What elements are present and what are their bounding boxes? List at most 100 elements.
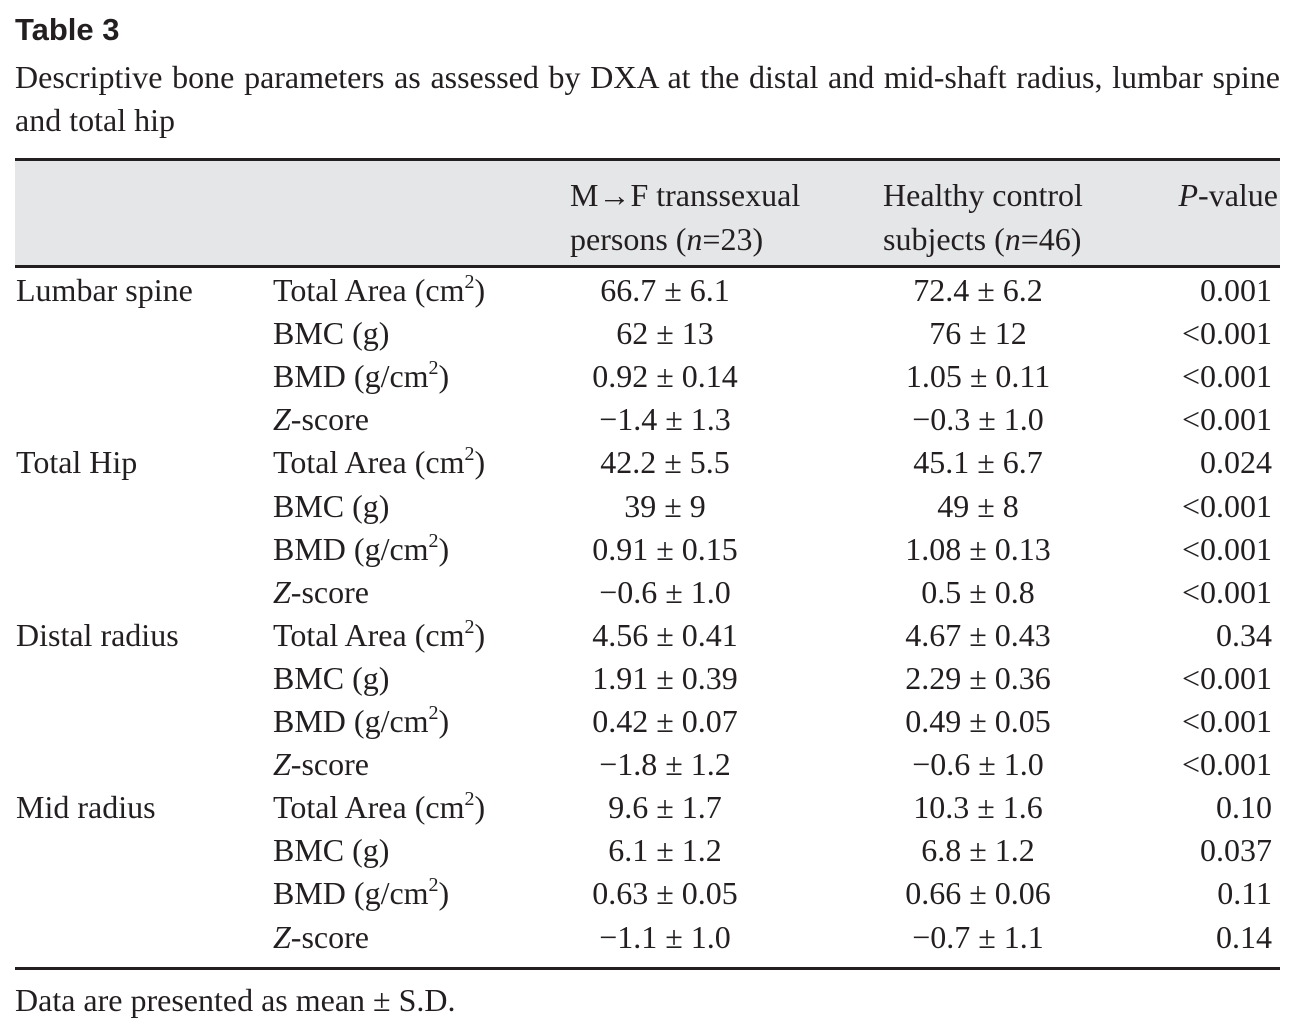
parameter-label: Total Area (cm2) [273,269,485,312]
parameter-label: Total Area (cm2) [273,614,485,657]
param-sup: 2 [464,271,475,293]
header-mf-transsexual: M→F transsexual persons (n=23) [570,173,800,261]
p-value: <0.001 [1181,401,1272,438]
parameter-label: Z-score [273,916,369,959]
control-value: 6.8 ± 1.2 [921,832,1035,869]
table-row: BMC (g) 62 ± 13 76 ± 12 <0.001 [15,312,1280,355]
table-row: Z-score −1.8 ± 1.2 −0.6 ± 1.0 <0.001 [15,743,1280,786]
header-healthy-control: Healthy control subjects (n=46) [883,173,1083,261]
table-row: BMD (g/cm2) 0.63 ± 0.05 0.66 ± 0.06 0.11 [15,872,1280,915]
param-sup: 2 [428,529,439,552]
mf-value: 4.56 ± 0.41 [592,616,738,653]
header-text: -value [1198,177,1278,213]
table-footnote: Data are presented as mean ± S.D. [15,982,456,1018]
p-value: <0.001 [1181,358,1272,395]
header-p-value: P-value [1179,173,1279,217]
group-label: Mid radius [16,789,156,826]
parameter-label: BMD (g/cm2) [273,528,449,571]
mf-value: 39 ± 9 [624,487,706,524]
param-main: BMD (g/cm [273,530,429,567]
table-row: BMC (g) 39 ± 9 49 ± 8 <0.001 [15,485,1280,528]
mf-value: −1.8 ± 1.2 [599,746,731,783]
p-value: 0.037 [1200,832,1272,869]
parameter-label: BMD (g/cm2) [273,700,449,743]
parameter-label: BMD (g/cm2) [273,872,449,915]
mf-value: 62 ± 13 [616,315,714,352]
header-line: M→F transsexual [570,177,801,213]
param-tail: ) [438,703,450,739]
p-value: 0.11 [1217,875,1272,912]
p-value: <0.001 [1181,659,1272,696]
header-p: P [1178,177,1199,213]
param-main: BMD (g/cm [273,875,429,912]
parameter-label: Z-score [273,743,369,786]
control-value: 0.5 ± 0.8 [921,573,1035,610]
p-value: 0.14 [1216,918,1272,955]
param-main: -score [290,573,369,610]
table-row: Total Hip Total Area (cm2) 42.2 ± 5.5 45.1 … [15,441,1280,484]
table-caption: Descriptive bone parameters as assessed … [15,59,1280,138]
control-value: 72.4 ± 6.2 [913,272,1043,308]
p-value: <0.001 [1181,487,1272,524]
param-main: -score [290,918,369,955]
bottom-rule [15,967,1280,970]
param-sup: 2 [428,874,439,897]
parameter-label: BMC (g) [273,485,389,528]
table-row: BMC (g) 1.91 ± 0.39 2.29 ± 0.36 <0.001 [15,657,1280,700]
param-italic: Z [273,918,291,955]
mf-value: 42.2 ± 5.5 [600,444,730,481]
param-main: Total Area (cm [273,789,465,826]
top-rule [15,158,1280,161]
control-value: 2.29 ± 0.36 [905,659,1051,696]
table-row: BMD (g/cm2) 0.42 ± 0.07 0.49 ± 0.05 <0.001 [15,700,1280,743]
param-sup: 2 [428,357,439,380]
control-value: −0.3 ± 1.0 [912,401,1044,438]
control-value: −0.6 ± 1.0 [912,746,1044,783]
p-value: <0.001 [1181,703,1272,739]
control-value: 49 ± 8 [937,487,1019,524]
table-row: Distal radius Total Area (cm2) 4.56 ± 0.41… [15,614,1280,657]
param-main: BMC (g) [273,315,390,352]
control-value: 1.08 ± 0.13 [905,530,1051,567]
parameter-label: Z-score [273,398,369,441]
table-row: Z-score −1.1 ± 1.0 −0.7 ± 1.1 0.14 [15,916,1280,959]
param-sup: 2 [464,443,475,466]
parameter-label: Total Area (cm2) [273,441,485,484]
parameter-label: BMC (g) [273,312,389,355]
param-main: BMC (g) [273,832,390,869]
param-tail: ) [474,444,486,481]
header-text: =23) [702,221,764,257]
header-rule [15,265,1280,268]
parameter-label: Total Area (cm2) [273,786,485,829]
control-value: 0.66 ± 0.06 [905,875,1051,912]
control-value: −0.7 ± 1.1 [912,918,1044,955]
param-italic: Z [273,746,291,783]
param-main: Total Area (cm [273,272,465,308]
param-main: BMD (g/cm [273,358,429,395]
mf-value: 0.92 ± 0.14 [592,358,738,395]
mf-value: −1.1 ± 1.0 [599,918,731,955]
table-row: BMD (g/cm2) 0.92 ± 0.14 1.05 ± 0.11 <0.001 [15,355,1280,398]
p-value: <0.001 [1181,315,1272,352]
param-tail: ) [474,789,486,826]
control-value: 45.1 ± 6.7 [913,444,1043,481]
parameter-label: BMC (g) [273,657,389,700]
group-label: Lumbar spine [16,272,193,308]
control-value: 10.3 ± 1.6 [913,789,1043,826]
param-sup: 2 [428,702,439,724]
param-tail: ) [438,875,450,912]
table-title: Table 3 [15,12,120,47]
param-tail: ) [438,358,450,395]
param-main: BMC (g) [273,487,390,524]
table-row: Mid radius Total Area (cm2) 9.6 ± 1.7 10.3 … [15,786,1280,829]
header-line: subjects (n=46) [883,217,1083,261]
control-value: 4.67 ± 0.43 [905,616,1051,653]
mf-value: −1.4 ± 1.3 [599,401,731,438]
param-main: BMC (g) [273,659,390,696]
mf-value: 0.91 ± 0.15 [592,530,738,567]
header-n: n [686,221,703,257]
header-text: =46) [1020,221,1082,257]
table-row: Z-score −0.6 ± 1.0 0.5 ± 0.8 <0.001 [15,571,1280,614]
param-tail: ) [438,530,450,567]
param-sup: 2 [464,788,475,811]
